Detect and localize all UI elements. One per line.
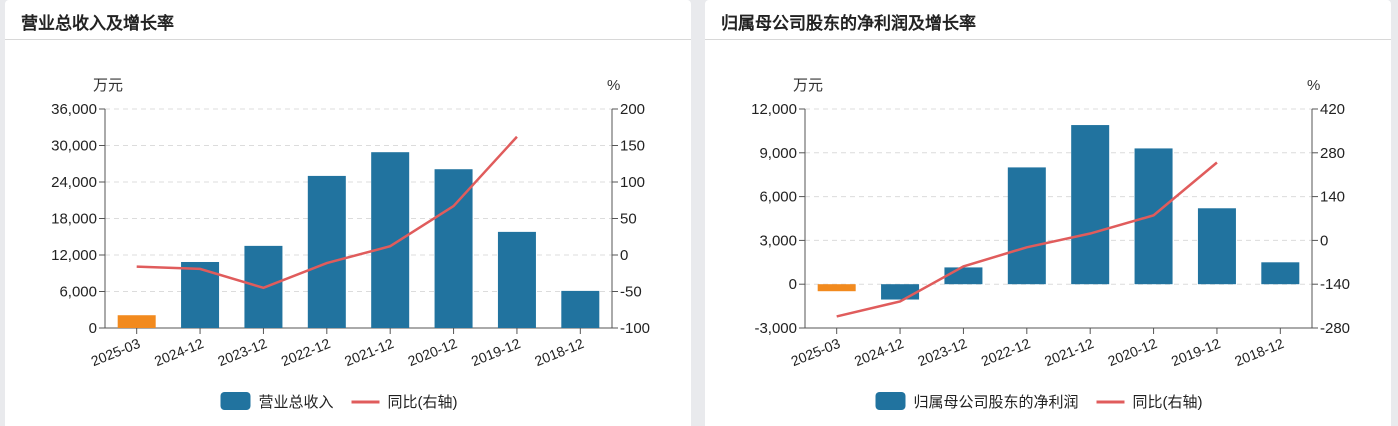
right-tick-label: 150 xyxy=(620,138,645,155)
right-tick-label: 200 xyxy=(620,101,645,118)
left-tick-label: -3,000 xyxy=(754,320,797,337)
yoy-line[interactable] xyxy=(136,135,518,290)
left-axis-unit: 万元 xyxy=(93,77,123,94)
revenue-panel: 营业总收入及增长率 万元% 36,000 200 30,000 150 24,000 100… xyxy=(5,0,691,426)
x-tick-label: 2019-12 xyxy=(1169,335,1223,369)
bar-2022-12[interactable] xyxy=(1007,167,1046,285)
x-tick-label: 2024-12 xyxy=(852,335,906,369)
legend-bar-swatch[interactable] xyxy=(875,392,906,410)
x-tick-label: 2022-12 xyxy=(279,335,333,369)
x-tick-label: 2021-12 xyxy=(1042,335,1096,369)
bar-2023-12[interactable] xyxy=(944,267,983,285)
left-tick-label: 6,000 xyxy=(59,284,97,301)
panel-header: 归属母公司股东的净利润及增长率 xyxy=(705,0,1391,40)
left-tick-label: 24,000 xyxy=(51,174,97,191)
yoy-line[interactable] xyxy=(836,161,1218,318)
legend-bar-swatch[interactable] xyxy=(220,392,251,410)
left-tick-label: 9,000 xyxy=(759,145,797,162)
revenue-chart: 万元 % 36,000 200 30,000 150 24,000 100 18,000 50 12… xyxy=(51,77,650,411)
bar-2018-12[interactable] xyxy=(1261,262,1300,285)
bar-2019-12[interactable] xyxy=(1197,208,1236,285)
x-tick-label: 2022-12 xyxy=(979,335,1033,369)
x-tick-label: 2025-03 xyxy=(789,335,843,369)
right-tick-label: 0 xyxy=(620,247,628,264)
right-axis-unit: % xyxy=(607,77,620,94)
left-axis-unit: 万元 xyxy=(793,77,823,94)
bar-2025-03[interactable] xyxy=(817,284,856,292)
x-tick-label: 2025-03 xyxy=(89,335,143,369)
right-tick-label: 100 xyxy=(620,174,645,191)
legend-bar-label[interactable]: 营业总收入 xyxy=(259,394,334,411)
left-tick-label: 12,000 xyxy=(751,101,797,118)
left-tick-label: 12,000 xyxy=(51,247,97,264)
panel-title: 营业总收入及增长率 xyxy=(21,14,174,33)
left-tick-label: 36,000 xyxy=(51,101,97,118)
right-tick-label: 280 xyxy=(1320,145,1345,162)
net-profit-panel: 归属母公司股东的净利润及增长率 万元% 12,000 420 9,000 280 6,00… xyxy=(705,0,1391,426)
x-tick-label: 2020-12 xyxy=(1106,335,1160,369)
left-tick-label: 3,000 xyxy=(759,232,797,249)
x-tick-label: 2024-12 xyxy=(152,335,206,369)
right-tick-label: -50 xyxy=(620,284,642,301)
right-tick-label: -100 xyxy=(620,320,650,337)
left-tick-label: 0 xyxy=(789,276,797,293)
bar-2024-12[interactable] xyxy=(881,284,920,300)
x-tick-label: 2019-12 xyxy=(469,335,523,369)
x-tick-label: 2021-12 xyxy=(342,335,396,369)
legend-line-label[interactable]: 同比(右轴) xyxy=(388,394,458,411)
bar-2022-12[interactable] xyxy=(307,175,346,328)
legend-line-label[interactable]: 同比(右轴) xyxy=(1133,394,1203,411)
right-axis-unit: % xyxy=(1307,77,1320,94)
net-profit-chart: 万元 % 12,000 420 9,000 280 6,000 140 3,000 0 0 -140 -… xyxy=(751,77,1350,411)
x-tick-label: 2023-12 xyxy=(915,335,969,369)
bar-2021-12[interactable] xyxy=(371,152,410,328)
right-tick-label: 420 xyxy=(1320,101,1345,118)
left-tick-label: 30,000 xyxy=(51,138,97,155)
x-tick-label: 2020-12 xyxy=(406,335,460,369)
left-tick-label: 6,000 xyxy=(759,189,797,206)
left-tick-label: 0 xyxy=(89,320,97,337)
bar-2018-12[interactable] xyxy=(561,290,600,328)
bar-2020-12[interactable] xyxy=(434,169,473,328)
x-tick-label: 2018-12 xyxy=(1232,335,1286,369)
panel-title: 归属母公司股东的净利润及增长率 xyxy=(721,14,976,33)
right-tick-label: 0 xyxy=(1320,232,1328,249)
left-tick-label: 18,000 xyxy=(51,211,97,228)
panel-header: 营业总收入及增长率 xyxy=(5,0,691,40)
legend-bar-label[interactable]: 归属母公司股东的净利润 xyxy=(914,394,1079,411)
right-tick-label: -140 xyxy=(1320,276,1350,293)
bar-2019-12[interactable] xyxy=(497,231,536,328)
bar-2025-03[interactable] xyxy=(117,315,156,328)
x-tick-label: 2023-12 xyxy=(215,335,269,369)
bar-2021-12[interactable] xyxy=(1071,125,1110,285)
right-tick-label: -280 xyxy=(1320,320,1350,337)
right-tick-label: 140 xyxy=(1320,189,1345,206)
right-tick-label: 50 xyxy=(620,211,637,228)
x-tick-label: 2018-12 xyxy=(532,335,586,369)
